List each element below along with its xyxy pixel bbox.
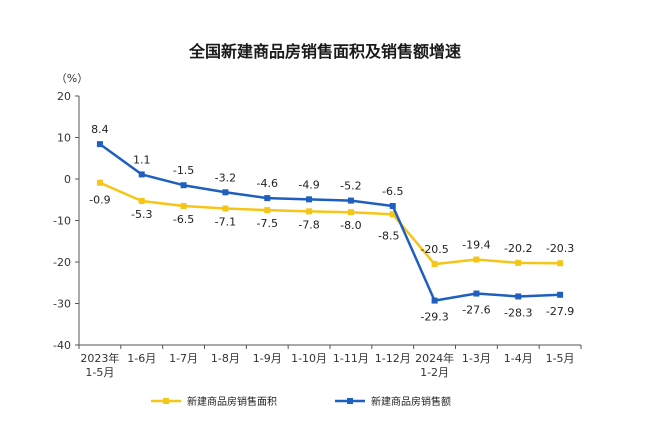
- legend-label: 新建商品房销售面积: [187, 395, 277, 408]
- data-point: [557, 260, 564, 267]
- chart-lines: [96, 141, 564, 304]
- y-tick-label: -30: [53, 298, 71, 311]
- data-point: [347, 197, 354, 204]
- data-point: [389, 202, 396, 209]
- chart-legend: 新建商品房销售面积 新建商品房销售额: [151, 395, 451, 408]
- x-tick-label: 2023年 1-5月: [80, 351, 119, 379]
- data-label: 8.4: [91, 123, 109, 136]
- y-tick-label: -40: [53, 339, 71, 352]
- data-label: -4.6: [257, 177, 278, 190]
- data-label: 1.1: [133, 153, 151, 166]
- legend-label: 新建商品房销售额: [371, 395, 451, 408]
- data-label: -6.5: [173, 213, 194, 226]
- data-labels: -0.9 -5.3 -6.5 -7.1 -7.5 -7.8 -8.0 -8.5 -20.5 -19…: [89, 123, 574, 323]
- data-label: -7.1: [215, 215, 236, 228]
- data-point: [347, 209, 354, 216]
- x-tick-label: 1-11月: [333, 352, 369, 365]
- data-label: -29.3: [420, 311, 448, 324]
- data-point: [264, 195, 271, 202]
- data-point: [306, 208, 313, 215]
- y-tick-label: 0: [64, 173, 71, 186]
- data-label: -5.2: [340, 180, 361, 193]
- data-point: [389, 211, 396, 218]
- data-point: [515, 293, 522, 300]
- data-label: -27.9: [546, 305, 574, 318]
- legend-swatch-marker: [347, 398, 353, 404]
- data-label: -20.2: [504, 242, 532, 255]
- data-label: -7.5: [257, 217, 278, 230]
- data-label: -8.5: [378, 229, 399, 242]
- x-tick-label: 1-8月: [211, 352, 240, 365]
- y-tick-label: 20: [57, 90, 71, 103]
- series-line-1: [99, 143, 561, 302]
- y-tick-label: -20: [53, 256, 71, 269]
- x-tick-label: 1-7月: [169, 352, 198, 365]
- data-point: [431, 297, 438, 304]
- data-label: -28.3: [504, 306, 532, 319]
- y-unit-label: （%）: [56, 72, 88, 85]
- x-tick-label: 1-10月: [291, 352, 327, 365]
- data-point: [180, 182, 187, 189]
- data-point: [557, 291, 564, 298]
- y-tick-label: 10: [57, 132, 71, 145]
- data-label: -20.5: [420, 243, 448, 256]
- x-tick-label: 1-4月: [504, 352, 533, 365]
- data-point: [222, 205, 229, 212]
- y-tick-label: -10: [53, 215, 71, 228]
- legend-swatch-marker: [163, 398, 169, 404]
- data-point: [96, 141, 103, 148]
- chart-title: 全国新建商品房销售面积及销售额增速: [188, 42, 461, 61]
- data-point: [473, 256, 480, 263]
- data-point: [306, 196, 313, 203]
- data-label: -7.8: [298, 218, 319, 231]
- data-point: [138, 197, 145, 204]
- data-label: -8.0: [340, 219, 361, 232]
- data-label: -5.3: [131, 208, 152, 221]
- data-point: [138, 171, 145, 178]
- data-label: -0.9: [89, 194, 110, 207]
- data-label: -4.9: [298, 178, 319, 191]
- x-tick-label: 1-3月: [462, 352, 491, 365]
- data-point: [96, 179, 103, 186]
- data-point: [515, 259, 522, 266]
- data-point: [473, 290, 480, 297]
- data-point: [180, 202, 187, 209]
- data-label: -1.5: [173, 164, 194, 177]
- data-label: -20.3: [546, 242, 574, 255]
- data-label: -27.6: [462, 304, 490, 317]
- series-line-0: [99, 181, 561, 266]
- x-tick-label: 1-12月: [375, 352, 411, 365]
- data-label: -6.5: [382, 185, 403, 198]
- chart-axes: （%） -40 -30 -20 -10 0 10 20 2023年 1-5月 1-6月 1-7月 1-8…: [53, 72, 582, 379]
- x-tick-label: 1-6月: [127, 352, 156, 365]
- data-label: -3.2: [215, 171, 236, 184]
- data-point: [264, 207, 271, 214]
- x-tick-label: 1-5月: [546, 352, 575, 365]
- data-point: [222, 189, 229, 196]
- x-tick-label: 1-9月: [253, 352, 282, 365]
- data-point: [431, 261, 438, 268]
- data-label: -19.4: [462, 239, 490, 252]
- x-tick-label: 2024年 1-2月: [415, 351, 454, 379]
